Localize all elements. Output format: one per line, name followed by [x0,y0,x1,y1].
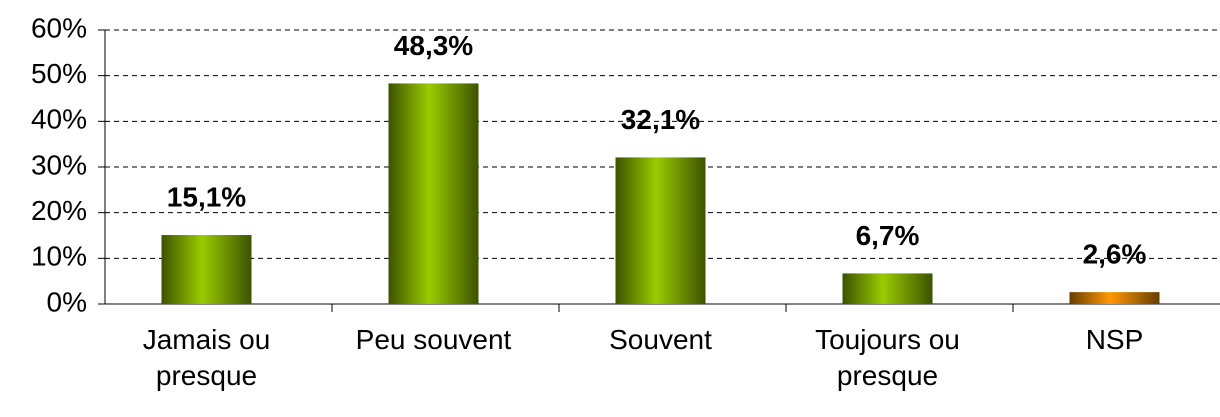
y-tick-label: 60% [31,12,87,43]
x-tick-label: Peu souvent [355,324,512,355]
value-label: 48,3% [394,30,473,61]
x-tick-label: Jamais ou presque [142,324,271,391]
bar [388,83,479,305]
y-tick-label: 30% [31,149,87,180]
bar [615,157,706,304]
bar [161,235,252,304]
y-tick-label: 40% [31,104,87,135]
bar [842,273,933,304]
x-tick-label: NSP [1085,324,1144,355]
y-tick-label: 20% [31,195,87,226]
value-label: 2,6% [1083,239,1147,270]
value-label: 32,1% [621,104,700,135]
y-tick-label: 10% [31,241,87,272]
bar [1069,292,1160,304]
x-tick-label: Souvent [609,324,712,355]
value-label: 15,1% [167,181,246,212]
y-tick-label: 0% [47,286,87,317]
x-tick-label: Toujours ou presque [815,324,960,391]
y-tick-label: 50% [31,58,87,89]
value-label: 6,7% [856,220,920,251]
